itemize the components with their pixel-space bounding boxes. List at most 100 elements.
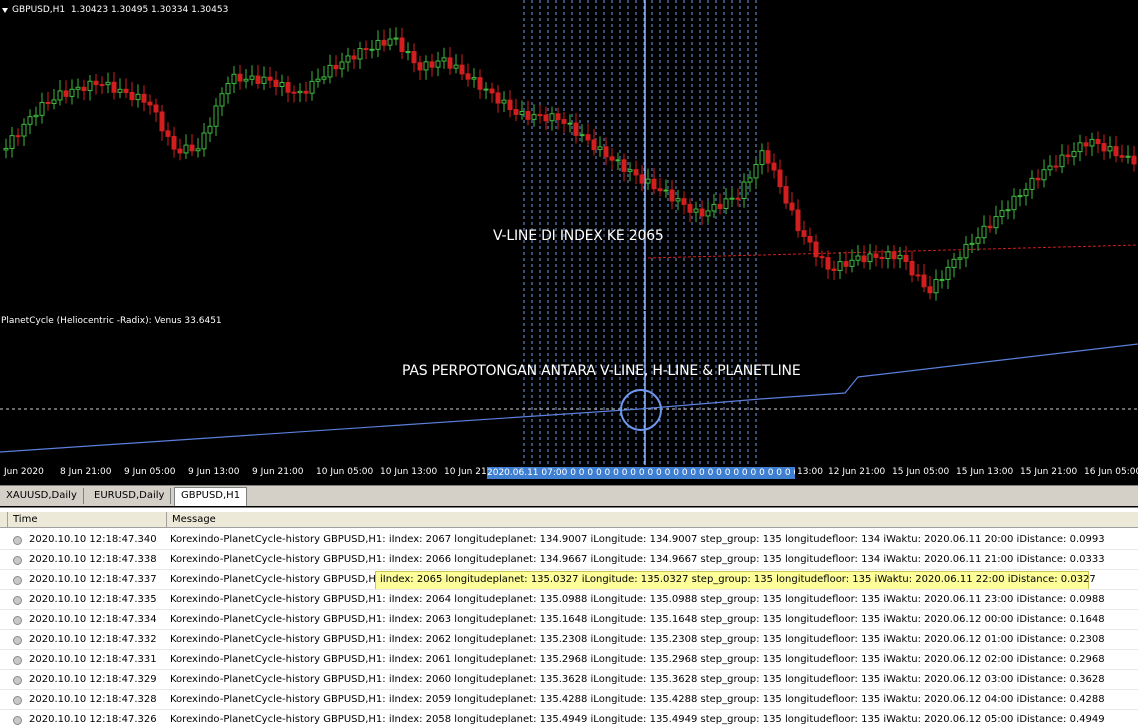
candle-body bbox=[351, 55, 357, 60]
candle-body bbox=[213, 105, 219, 127]
candle-body bbox=[855, 255, 861, 261]
candle-body bbox=[795, 209, 801, 232]
column-header-time[interactable]: Time bbox=[8, 512, 167, 528]
time-tick: 9 Jun 21:00 bbox=[252, 467, 304, 477]
planetcycle-indicator-pane[interactable]: PlanetCycle (Heliocentric -Radix): Venus… bbox=[0, 311, 1138, 465]
chart-menu-triangle-icon[interactable] bbox=[2, 8, 8, 13]
candle-body bbox=[735, 197, 741, 200]
candle-body bbox=[33, 114, 39, 118]
candle-body bbox=[891, 251, 897, 260]
candlestick-canvas bbox=[3, 0, 1138, 310]
candle-body bbox=[513, 109, 519, 115]
candle-body bbox=[81, 86, 87, 92]
candle-body bbox=[465, 73, 471, 80]
candle-body bbox=[441, 57, 447, 62]
candle-body bbox=[579, 134, 585, 137]
chart-tab-bar: XAUUSD,Daily EURUSD,Daily GBPUSD,H1 bbox=[0, 485, 1138, 506]
candle-body bbox=[1071, 151, 1077, 158]
candle-body bbox=[1125, 155, 1131, 158]
info-icon bbox=[13, 716, 22, 725]
log-time: 2020.10.10 12:18:47.334 bbox=[29, 614, 157, 625]
candle-body bbox=[411, 51, 417, 64]
log-message: Korexindo-PlanetCycle-history GBPUSD,H1:… bbox=[170, 534, 1105, 545]
candle-body bbox=[633, 169, 639, 176]
tab-gbpusd-h1[interactable]: GBPUSD,H1 bbox=[174, 487, 248, 506]
candle-body bbox=[603, 146, 609, 158]
candle-body bbox=[249, 75, 255, 80]
log-row-highlighted[interactable]: 2020.10.10 12:18:47.337 Korexindo-Planet… bbox=[0, 570, 1138, 590]
log-row[interactable]: 2020.10.10 12:18:47.328 Korexindo-Planet… bbox=[0, 690, 1138, 710]
candle-body bbox=[885, 251, 891, 260]
log-message: Korexindo-PlanetCycle-history GBPUSD,H1:… bbox=[170, 554, 1105, 565]
candle-body bbox=[459, 64, 465, 75]
price-chart[interactable]: GBPUSD,H1 1.30423 1.30495 1.30334 1.3045… bbox=[0, 0, 1138, 310]
tab-eurusd-daily[interactable]: EURUSD,Daily bbox=[88, 488, 172, 504]
candle-body bbox=[1047, 165, 1053, 171]
candle-body bbox=[1017, 195, 1023, 198]
candle-body bbox=[663, 189, 669, 192]
candle-body bbox=[105, 81, 111, 86]
candle-body bbox=[771, 162, 777, 171]
candle-body bbox=[999, 209, 1005, 218]
log-row[interactable]: 2020.10.10 12:18:47.340 Korexindo-Planet… bbox=[0, 530, 1138, 550]
candle-body bbox=[1119, 155, 1125, 158]
log-row[interactable]: 2020.10.10 12:18:47.326 Korexindo-Planet… bbox=[0, 710, 1138, 727]
candle-body bbox=[309, 80, 315, 94]
candle-body bbox=[327, 64, 333, 78]
candle-body bbox=[69, 88, 75, 97]
candle-body bbox=[921, 274, 927, 288]
column-header-message[interactable]: Message bbox=[167, 512, 1138, 528]
candle-body bbox=[111, 81, 117, 93]
candle-body bbox=[807, 235, 813, 243]
candle-body bbox=[177, 148, 183, 154]
candle-body bbox=[963, 243, 969, 259]
candle-body bbox=[561, 119, 567, 124]
log-time: 2020.10.10 12:18:47.329 bbox=[29, 674, 157, 685]
candle-body bbox=[819, 256, 825, 259]
log-row[interactable]: 2020.10.10 12:18:47.331 Korexindo-Planet… bbox=[0, 650, 1138, 670]
candle-body bbox=[243, 78, 249, 82]
log-message: Korexindo-PlanetCycle-history GBPUSD,H1:… bbox=[170, 614, 1105, 625]
log-row[interactable]: 2020.10.10 12:18:47.338 Korexindo-Planet… bbox=[0, 550, 1138, 570]
candle-body bbox=[849, 259, 855, 267]
tab-xauusd-daily[interactable]: XAUUSD,Daily bbox=[0, 488, 84, 504]
intersection-circle bbox=[620, 389, 662, 431]
candle-body bbox=[1107, 146, 1113, 152]
candle-body bbox=[129, 91, 135, 101]
candle-body bbox=[729, 197, 735, 200]
candle-body bbox=[861, 255, 867, 263]
log-message: Korexindo-PlanetCycle-history GBPUSD,H1:… bbox=[170, 654, 1105, 665]
candle-body bbox=[567, 122, 573, 125]
candle-body bbox=[453, 64, 459, 69]
candle-body bbox=[1065, 154, 1071, 158]
candle-body bbox=[933, 279, 939, 294]
log-row[interactable]: 2020.10.10 12:18:47.334 Korexindo-Planet… bbox=[0, 610, 1138, 630]
candle-body bbox=[717, 203, 723, 209]
log-time: 2020.10.10 12:18:47.328 bbox=[29, 694, 157, 705]
log-time: 2020.10.10 12:18:47.335 bbox=[29, 594, 157, 605]
candle-body bbox=[435, 60, 441, 68]
time-tick: 15 Jun 21:00 bbox=[1020, 467, 1078, 477]
time-tick: 9 Jun 13:00 bbox=[188, 467, 240, 477]
time-tick: 9 Jun 05:00 bbox=[124, 467, 176, 477]
candle-body bbox=[831, 268, 837, 272]
log-row[interactable]: 2020.10.10 12:18:47.329 Korexindo-Planet… bbox=[0, 670, 1138, 690]
candle-body bbox=[939, 278, 945, 281]
log-row[interactable]: 2020.10.10 12:18:47.332 Korexindo-Planet… bbox=[0, 630, 1138, 650]
candle-body bbox=[27, 116, 33, 125]
time-tick: Jun 2020 bbox=[4, 467, 44, 477]
candle-body bbox=[987, 225, 993, 229]
candle-body bbox=[903, 254, 909, 263]
candle-body bbox=[147, 101, 153, 106]
candle-body bbox=[135, 93, 141, 101]
candle-body bbox=[585, 134, 591, 141]
candle-body bbox=[501, 99, 507, 104]
candle-body bbox=[657, 188, 663, 192]
candle-body bbox=[3, 147, 9, 151]
time-tick: 13:00 bbox=[797, 467, 823, 477]
info-icon bbox=[13, 576, 22, 585]
candle-body bbox=[945, 266, 951, 280]
log-row[interactable]: 2020.10.10 12:18:47.335 Korexindo-Planet… bbox=[0, 590, 1138, 610]
candle-body bbox=[1089, 138, 1095, 147]
indicator-canvas bbox=[0, 311, 1138, 465]
